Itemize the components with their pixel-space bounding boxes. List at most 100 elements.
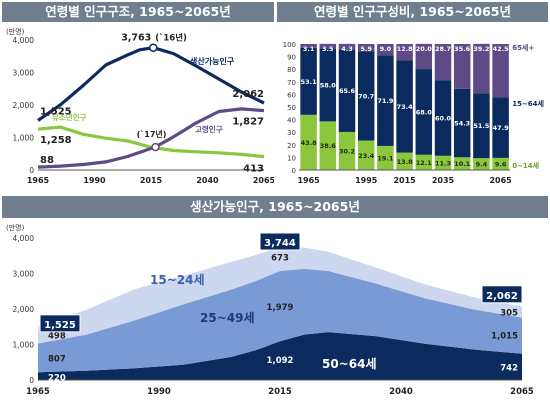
x-tick-label: 2065 bbox=[489, 176, 512, 185]
bar-value-label: 4.3 bbox=[341, 45, 353, 53]
y-tick-label: 20 bbox=[287, 142, 296, 150]
population-line-chart: (만명) 0 1,000 2,000 3,000 4,000 1965 1990 2015 204… bbox=[6, 27, 274, 185]
bar-segment-0 bbox=[319, 121, 337, 170]
x-tick-label: 2065 bbox=[253, 176, 274, 185]
y-tick-label: 60 bbox=[287, 91, 296, 99]
bar-segment-0 bbox=[396, 152, 413, 170]
x-tick-label: 1990 bbox=[83, 176, 106, 185]
y-tick-label: 0 bbox=[29, 376, 34, 385]
bar-value-label: 54.3 bbox=[454, 120, 470, 128]
bar-segment-1 bbox=[415, 69, 433, 155]
bar-segment-1 bbox=[377, 55, 394, 146]
bar-value-label: 19.1 bbox=[377, 154, 394, 162]
bar-segment-0 bbox=[415, 154, 433, 170]
legend-label-youth: 0~14세 bbox=[512, 161, 539, 170]
series-name-working: 생산가능인구 bbox=[190, 56, 235, 66]
value-50-64-start: 220 bbox=[48, 374, 66, 384]
bar-value-label: 10.1 bbox=[454, 160, 471, 168]
bar-value-label: 71.9 bbox=[377, 97, 394, 105]
bar-segment-2 bbox=[434, 44, 452, 81]
area-series-2 bbox=[38, 247, 522, 344]
bar-segment-2 bbox=[473, 43, 490, 94]
youth-end-value: 413 bbox=[243, 164, 264, 175]
bar-value-label: 58.0 bbox=[320, 81, 337, 89]
value-50-64-mid: 1,092 bbox=[267, 356, 294, 366]
working-age-area-chart: (만명) 0 1,000 2,000 3,000 4,000 1965 1990 2015 204… bbox=[6, 223, 534, 397]
bar-segment-0 bbox=[453, 157, 471, 170]
series-name-elderly: 고령인구 bbox=[195, 124, 223, 134]
bar-value-label: 42.5 bbox=[493, 45, 510, 53]
bar-value-label: 70.7 bbox=[358, 92, 374, 100]
y-unit-label: (만명) bbox=[6, 27, 25, 36]
elderly-end-value: 1,827 bbox=[232, 117, 264, 128]
youth-start-value: 1,258 bbox=[40, 135, 72, 146]
bar-value-label: 38.6 bbox=[320, 142, 337, 150]
bar-segment-1 bbox=[492, 97, 509, 158]
cross-note-label: (`17년) bbox=[137, 129, 167, 139]
y-tick-label: 30 bbox=[287, 129, 296, 137]
x-tick-label: 1965 bbox=[297, 176, 320, 185]
bar-value-label: 12.1 bbox=[416, 159, 433, 167]
working-age-panel: 생산가능인구, 1965~2065년 (만명) 0 1,000 2,000 3,000 4… bbox=[2, 196, 548, 405]
bar-value-label: 3.5 bbox=[322, 45, 334, 53]
bar-segment-0 bbox=[492, 157, 509, 170]
bar-value-label: 51.5 bbox=[473, 122, 490, 130]
bar-value-label: 65.6 bbox=[339, 87, 356, 95]
bar-value-label: 43.8 bbox=[301, 139, 318, 147]
total-start-label: 1,525 bbox=[44, 320, 76, 331]
bar-segment-1 bbox=[338, 49, 356, 132]
series-name-50-64: 50~64세 bbox=[322, 356, 377, 371]
bar-value-label: 23.4 bbox=[358, 152, 375, 160]
bar-segment-0 bbox=[357, 140, 375, 170]
population-composition-panel: 연령별 인구구성비, 1965~2065년 0 10 20 30 40 50 60 70 80 9… bbox=[277, 2, 548, 192]
total-peak-label: 3,744 bbox=[264, 238, 296, 249]
bar-value-label: 68.0 bbox=[416, 108, 433, 116]
bar-segment-1 bbox=[473, 93, 490, 159]
bar-segment-2 bbox=[357, 44, 375, 52]
x-tick-label: 2065 bbox=[510, 387, 534, 397]
bar-segment-1 bbox=[434, 80, 452, 156]
total-peak-box bbox=[259, 232, 301, 251]
bar-value-label: 5.9 bbox=[360, 45, 372, 53]
bar-value-label: 39.2 bbox=[473, 45, 489, 53]
y-tick-label: 100 bbox=[283, 41, 296, 49]
y-tick-label: 2,000 bbox=[13, 101, 35, 110]
bar-value-label: 20.0 bbox=[416, 45, 433, 53]
y-unit-label: (만명) bbox=[6, 223, 25, 232]
x-tick-label: 1965 bbox=[27, 176, 50, 185]
series-line-0 bbox=[37, 46, 265, 122]
chart1-title: 연령별 인구구조, 1965~2065년 bbox=[2, 2, 274, 22]
x-tick-label: 2015 bbox=[140, 176, 163, 185]
bar-segment-2 bbox=[338, 43, 356, 50]
x-tick-label: 2040 bbox=[389, 387, 413, 397]
value-15-24-end: 305 bbox=[500, 309, 518, 319]
bar-segment-1 bbox=[319, 48, 337, 122]
bar-value-label: 13.8 bbox=[397, 158, 414, 166]
area-series-0 bbox=[38, 332, 522, 380]
y-tick-label: 10 bbox=[287, 154, 296, 162]
x-tick-label: 1965 bbox=[26, 387, 50, 397]
bar-value-label: 9.6 bbox=[495, 160, 507, 168]
bar-value-label: 47.9 bbox=[493, 124, 510, 132]
bar-segment-2 bbox=[377, 44, 394, 56]
peak-note-label: (`16년) bbox=[155, 33, 187, 44]
bar-segment-0 bbox=[473, 158, 490, 170]
bar-value-label: 28.7 bbox=[435, 45, 451, 53]
y-tick-label: 4,000 bbox=[13, 234, 35, 243]
y-tick-label: 50 bbox=[287, 104, 296, 112]
peak-marker bbox=[149, 43, 158, 52]
bar-value-label: 3.1 bbox=[303, 45, 315, 53]
total-end-label: 2,062 bbox=[486, 291, 518, 302]
y-tick-label: 3,000 bbox=[13, 270, 35, 279]
series-name-25-49: 25~49세 bbox=[200, 310, 255, 325]
y-tick-label: 0 bbox=[292, 167, 296, 175]
population-structure-panel: 연령별 인구구조, 1965~2065년 (만명) 0 1,000 2,000 3,00… bbox=[2, 2, 274, 192]
legend-label-working: 15~64세 bbox=[512, 99, 544, 108]
bar-segment-2 bbox=[319, 43, 337, 49]
y-tick-label: 80 bbox=[287, 66, 296, 74]
chart2-title: 연령별 인구구성비, 1965~2065년 bbox=[277, 2, 548, 22]
bar-segment-1 bbox=[453, 88, 471, 158]
total-start-box bbox=[39, 314, 81, 333]
value-25-49-mid: 1,979 bbox=[267, 303, 294, 313]
x-tick-label: 1995 bbox=[355, 176, 378, 185]
